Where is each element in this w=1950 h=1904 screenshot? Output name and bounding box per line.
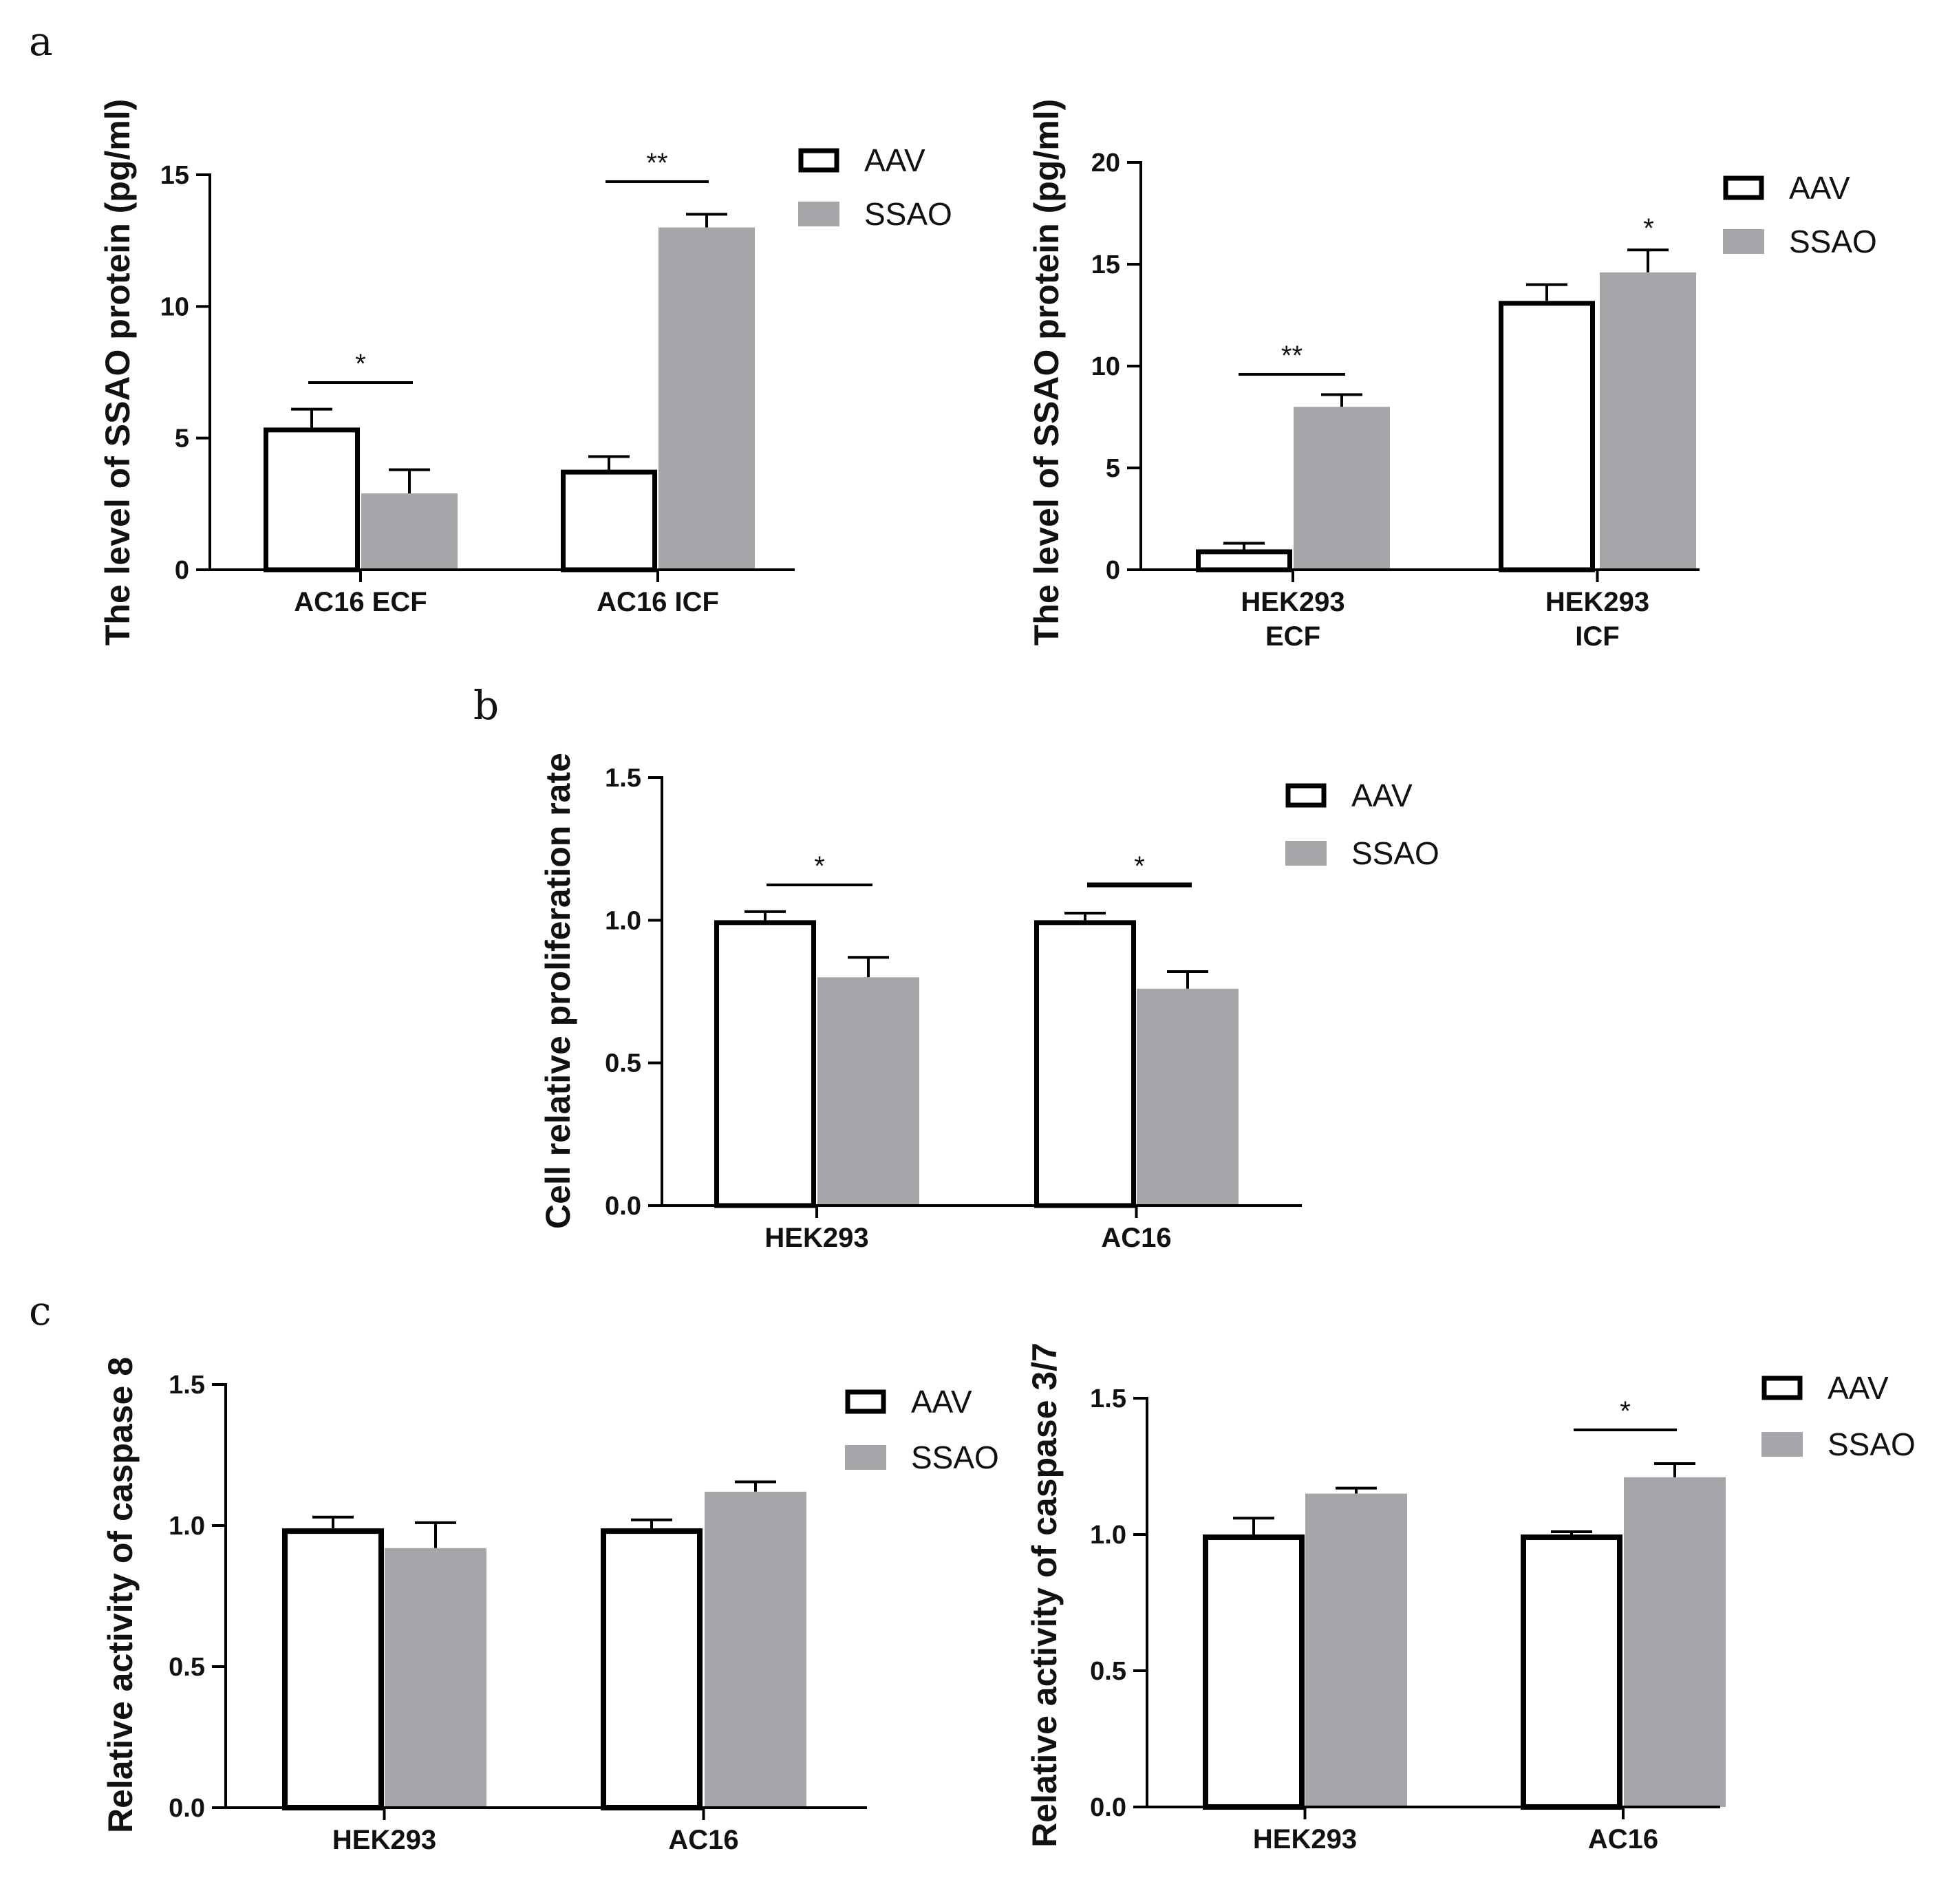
bar-aav <box>1521 1534 1622 1810</box>
x-category-label: ECF <box>1265 621 1320 652</box>
x-category-label: AC16 <box>1588 1824 1658 1854</box>
bar-ssao <box>1305 1493 1407 1807</box>
y-tick-label: 1.5 <box>169 1371 205 1400</box>
y-axis-title: The level of SSAO protein (pg/ml) <box>98 99 137 646</box>
bar-ssao <box>1600 272 1696 570</box>
y-tick-label: 10 <box>1091 352 1120 381</box>
significance-marker: ** <box>1281 341 1303 371</box>
legend-swatch-ssao <box>798 202 839 226</box>
x-category-label: HEK293 <box>1545 587 1649 617</box>
x-category-label: HEK293 <box>764 1223 868 1253</box>
bar-aav <box>1203 1534 1305 1810</box>
legend-label-ssao: SSAO <box>864 196 952 232</box>
bar-ssao <box>817 977 919 1206</box>
y-tick-label: 0.5 <box>169 1653 205 1682</box>
y-tick-label: 10 <box>160 292 189 321</box>
bar-aav <box>601 1528 703 1811</box>
bar-aav <box>282 1528 384 1811</box>
legend-swatch-ssao <box>1723 229 1764 254</box>
y-axis-title: The level of SSAO protein (pg/ml) <box>1027 99 1066 646</box>
y-tick-label: 15 <box>1091 250 1120 279</box>
y-tick-label: 5 <box>175 425 189 453</box>
bar-ssao <box>1137 988 1239 1206</box>
bar-aav <box>1034 920 1136 1208</box>
bar-aav <box>264 427 360 573</box>
significance-marker: ** <box>646 148 667 178</box>
legend-swatch-ssao <box>845 1445 886 1470</box>
legend-label-aav: AAV <box>911 1384 972 1420</box>
legend-label-aav: AAV <box>1828 1370 1889 1406</box>
significance-marker: * <box>814 851 825 881</box>
bar-ssao <box>658 227 755 570</box>
bar-ssao <box>705 1491 806 1808</box>
legend-label-aav: AAV <box>1789 170 1850 206</box>
y-tick-label: 1.0 <box>605 906 641 935</box>
x-category-label: AC16 <box>1101 1223 1171 1253</box>
legend-swatch-aav <box>1761 1376 1803 1400</box>
x-category-label: AC16 ECF <box>294 587 427 617</box>
bar-ssao <box>1294 407 1390 570</box>
y-tick-label: 1.5 <box>1090 1384 1126 1413</box>
legend-label-aav: AAV <box>864 142 925 178</box>
bar-ssao <box>1624 1477 1726 1807</box>
chart-caspase-8: Relative activity of caspase 8 0.0 0.5 1.0 1… <box>101 1357 999 1855</box>
y-axis-title: Cell relative proliferation rate <box>539 753 577 1229</box>
bar-aav <box>1196 549 1292 573</box>
panel-letter-c: c <box>29 1287 51 1334</box>
significance-marker: * <box>355 349 366 379</box>
y-tick-label: 0.5 <box>605 1049 641 1078</box>
x-category-label: HEK293 <box>332 1825 436 1855</box>
panel-letter-b: b <box>473 682 499 729</box>
significance-marker: * <box>1620 1396 1631 1426</box>
x-category-label: HEK293 <box>1241 587 1344 617</box>
y-tick-label: 0.0 <box>1090 1793 1126 1822</box>
chart-cell-proliferation: Cell relative proliferation rate 0.0 0.5 1.… <box>539 753 1439 1253</box>
significance-marker: * <box>1643 213 1654 244</box>
y-tick-label: 20 <box>1091 149 1120 178</box>
y-axis-title: Relative activity of caspase 8 <box>101 1357 140 1833</box>
bar-aav <box>1499 301 1595 573</box>
chart-ssao-protein-hek293: The level of SSAO protein (pg/ml) 0 5 10 15 2… <box>1027 99 1877 652</box>
bar-ssao <box>361 493 458 570</box>
legend-swatch-aav <box>1723 175 1764 200</box>
bar-aav <box>714 920 816 1208</box>
legend-label-ssao: SSAO <box>911 1440 999 1475</box>
chart-ssao-protein-ac16: The level of SSAO protein (pg/ml) 0 5 10 15 A… <box>98 99 952 646</box>
legend-label-ssao: SSAO <box>1351 835 1439 871</box>
bar-aav <box>561 469 657 573</box>
legend-swatch-aav <box>798 148 839 173</box>
y-tick-label: 5 <box>1106 454 1120 483</box>
y-tick-label: 0.0 <box>169 1794 205 1823</box>
y-tick-label: 0.5 <box>1090 1657 1126 1686</box>
bar-ssao <box>385 1548 486 1808</box>
significance-marker: * <box>1134 851 1145 881</box>
y-tick-label: 15 <box>160 161 189 190</box>
legend-swatch-aav <box>1285 783 1327 808</box>
x-category-label: AC16 ICF <box>597 587 719 617</box>
y-tick-label: 1.0 <box>1090 1521 1126 1550</box>
panel-letter-a: a <box>29 18 53 65</box>
legend-label-aav: AAV <box>1351 778 1413 813</box>
y-tick-label: 1.0 <box>169 1512 205 1541</box>
y-tick-label: 0 <box>175 556 189 585</box>
legend-swatch-ssao <box>1285 841 1327 866</box>
x-category-label: ICF <box>1575 621 1619 652</box>
legend-label-ssao: SSAO <box>1789 224 1877 259</box>
y-tick-label: 0.0 <box>605 1192 641 1221</box>
legend-swatch-aav <box>845 1389 886 1414</box>
legend-label-ssao: SSAO <box>1828 1426 1916 1462</box>
y-tick-label: 0 <box>1106 556 1120 585</box>
chart-caspase-3-7: Relative activity of caspase 3/7 0.0 0.5 1.… <box>1025 1343 1916 1854</box>
legend-swatch-ssao <box>1761 1432 1803 1457</box>
x-category-label: AC16 <box>668 1825 738 1855</box>
x-category-label: HEK293 <box>1253 1824 1357 1854</box>
y-tick-label: 1.5 <box>605 764 641 793</box>
y-axis-title: Relative activity of caspase 3/7 <box>1025 1343 1064 1848</box>
